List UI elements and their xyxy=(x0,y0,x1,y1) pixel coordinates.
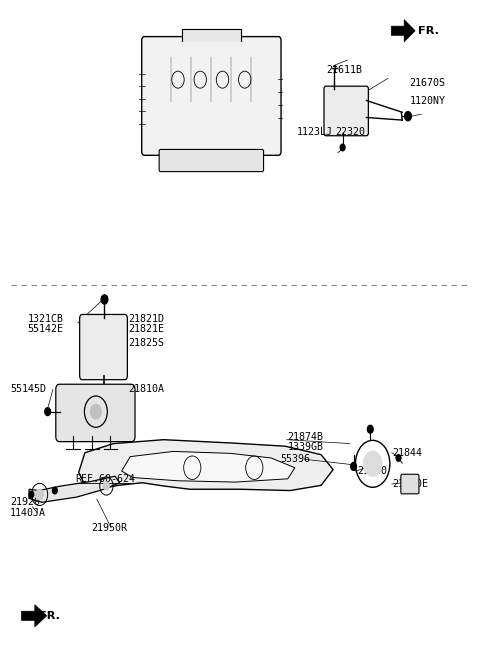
Polygon shape xyxy=(22,605,47,627)
Circle shape xyxy=(396,455,401,461)
Polygon shape xyxy=(79,440,333,491)
Circle shape xyxy=(91,404,101,419)
Polygon shape xyxy=(121,451,295,482)
Circle shape xyxy=(104,482,109,490)
Text: 21844: 21844 xyxy=(393,448,423,458)
Circle shape xyxy=(364,451,382,476)
FancyBboxPatch shape xyxy=(159,149,264,172)
Circle shape xyxy=(405,111,411,121)
Text: 21611B: 21611B xyxy=(326,65,362,75)
Text: 21821D: 21821D xyxy=(128,314,164,324)
Polygon shape xyxy=(29,476,120,502)
Text: 1321CB: 1321CB xyxy=(28,314,64,324)
FancyBboxPatch shape xyxy=(80,314,127,380)
Text: 21880E: 21880E xyxy=(393,479,429,489)
Text: 55145D: 55145D xyxy=(10,384,46,394)
Text: 21821E: 21821E xyxy=(128,324,164,334)
Text: 21830: 21830 xyxy=(357,466,387,476)
Text: 21825S: 21825S xyxy=(128,338,164,348)
FancyBboxPatch shape xyxy=(56,384,135,441)
Text: 1140JA: 1140JA xyxy=(10,508,46,517)
Text: 21920: 21920 xyxy=(10,496,40,507)
Text: 21874B: 21874B xyxy=(288,432,324,442)
Circle shape xyxy=(351,462,357,470)
Polygon shape xyxy=(391,20,415,42)
Text: 55142E: 55142E xyxy=(28,324,64,334)
Text: 22320: 22320 xyxy=(336,127,365,137)
Circle shape xyxy=(52,487,57,494)
Text: 1339GB: 1339GB xyxy=(288,442,324,452)
Circle shape xyxy=(367,425,373,433)
Text: FR.: FR. xyxy=(418,26,439,36)
Text: 1120NY: 1120NY xyxy=(409,96,445,105)
Circle shape xyxy=(340,144,345,151)
Circle shape xyxy=(29,491,34,498)
Text: 55396: 55396 xyxy=(281,455,311,464)
Text: 21950R: 21950R xyxy=(91,523,127,533)
Text: REF.60-624: REF.60-624 xyxy=(75,474,135,484)
FancyBboxPatch shape xyxy=(142,37,281,155)
Text: 21670S: 21670S xyxy=(409,78,445,88)
Circle shape xyxy=(45,407,50,415)
FancyBboxPatch shape xyxy=(324,86,368,136)
Circle shape xyxy=(101,295,108,304)
Text: 1123LJ: 1123LJ xyxy=(296,127,332,137)
FancyBboxPatch shape xyxy=(401,474,419,494)
Text: FR.: FR. xyxy=(38,610,60,621)
Text: 21810A: 21810A xyxy=(128,384,164,394)
Circle shape xyxy=(36,489,43,500)
